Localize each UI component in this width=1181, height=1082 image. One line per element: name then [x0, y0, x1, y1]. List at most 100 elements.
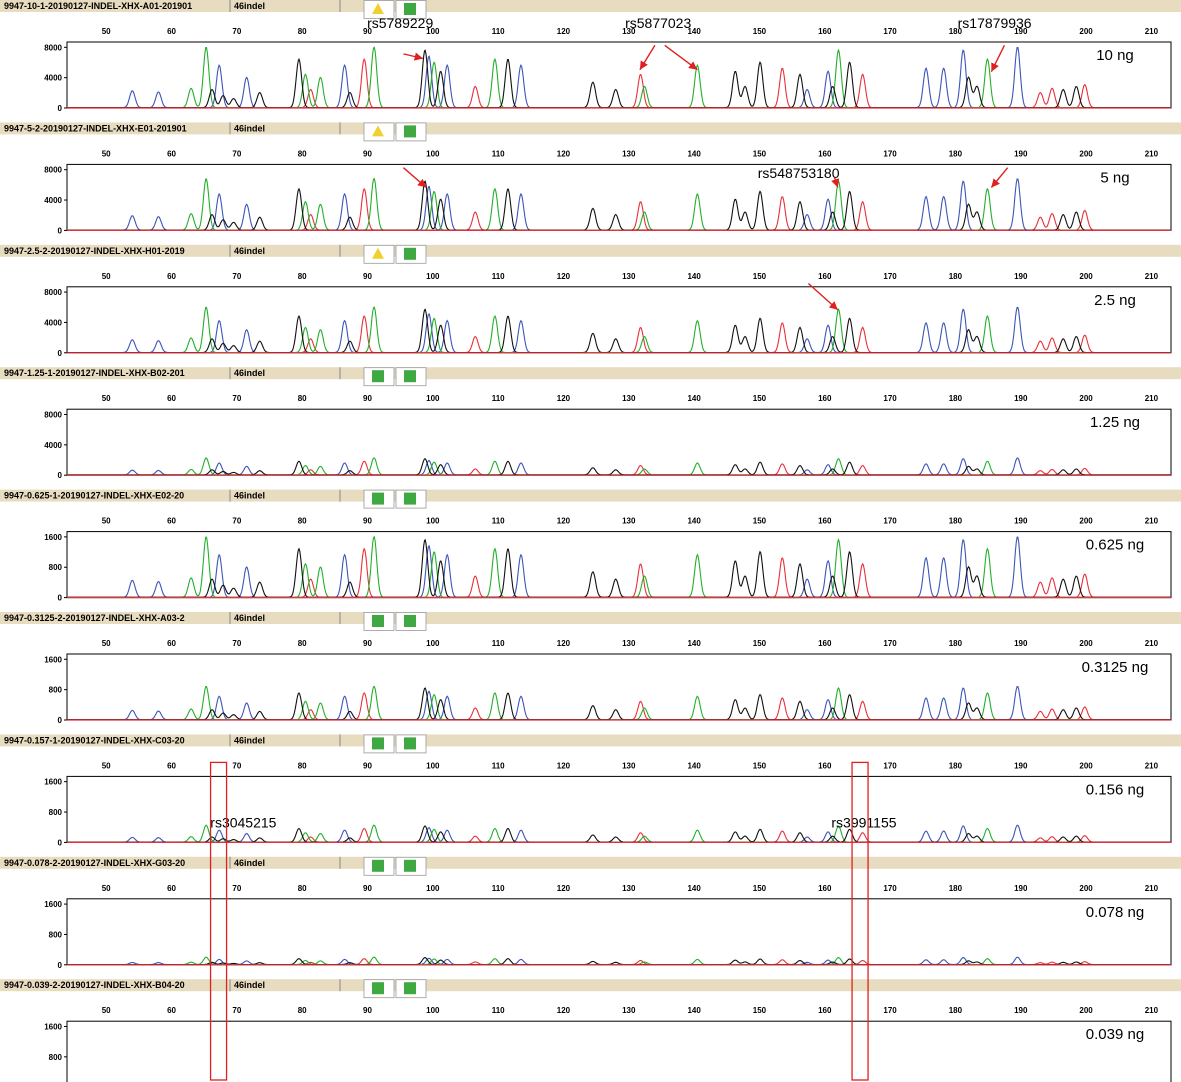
sample-panel: 9947-10-1-20190127-INDEL-XHX-A01-201901 4… [0, 0, 1181, 113]
x-tick-label: 130 [622, 1006, 636, 1015]
x-tick-label: 110 [492, 761, 505, 770]
y-tick-label: 4000 [44, 441, 62, 450]
x-tick-label: 180 [949, 149, 963, 158]
x-tick-label: 120 [557, 272, 571, 281]
x-tick-label: 180 [949, 272, 963, 281]
pass-square-icon [404, 859, 416, 872]
x-tick-label: 160 [818, 761, 832, 770]
x-tick-label: 70 [232, 1006, 241, 1015]
y-tick-label: 800 [49, 808, 63, 817]
x-tick-label: 90 [363, 761, 372, 770]
y-tick-label: 8000 [44, 43, 62, 52]
sample-panel: 9947-2.5-2-20190127-INDEL-XHX-H01-2019 46… [0, 244, 1181, 358]
y-tick-label: 4000 [44, 318, 62, 327]
sample-name: 9947-1.25-1-20190127-INDEL-XHX-B02-201 [4, 368, 185, 378]
sample-header-bar [0, 122, 1181, 135]
panel-label: 46indel [234, 123, 265, 133]
x-tick-label: 190 [1014, 884, 1028, 893]
x-tick-label: 160 [818, 394, 832, 403]
x-tick-label: 210 [1145, 27, 1159, 36]
x-tick-label: 80 [298, 149, 307, 158]
x-tick-label: 100 [426, 761, 440, 770]
x-tick-label: 120 [557, 149, 571, 158]
sample-name: 9947-0.3125-2-20190127-INDEL-XHX-A03-2 [4, 613, 185, 623]
x-tick-label: 190 [1014, 1006, 1028, 1015]
plot-area [66, 775, 1172, 843]
x-tick-label: 80 [298, 27, 307, 36]
x-tick-label: 150 [753, 1006, 767, 1015]
x-tick-label: 200 [1079, 272, 1093, 281]
x-tick-label: 50 [102, 517, 111, 526]
sample-name: 9947-0.625-1-20190127-INDEL-XHX-E02-20 [4, 491, 184, 501]
x-tick-label: 60 [167, 639, 176, 648]
annotation-arrow [807, 282, 839, 311]
y-tick-label: 800 [49, 686, 63, 695]
annotation-arrow [403, 52, 424, 61]
x-tick-label: 70 [232, 27, 241, 36]
x-tick-label: 120 [557, 1006, 571, 1015]
x-tick-label: 100 [426, 27, 440, 36]
x-tick-label: 90 [363, 394, 372, 403]
x-tick-label: 70 [232, 639, 241, 648]
plot-area [66, 653, 1172, 721]
x-tick-label: 80 [298, 517, 307, 526]
sample-name: 9947-0.039-2-20190127-INDEL-XHX-B04-20 [4, 980, 185, 990]
plot-area [66, 286, 1172, 354]
x-tick-label: 60 [167, 149, 176, 158]
concentration-label: 0.625 ng [1086, 537, 1144, 554]
x-tick-label: 80 [298, 639, 307, 648]
pass-square-icon [404, 3, 416, 15]
x-tick-label: 140 [687, 394, 701, 403]
panel-label: 46indel [234, 735, 265, 745]
sample-header-bar [0, 0, 1181, 12]
x-tick-label: 50 [102, 149, 111, 158]
x-tick-label: 50 [102, 272, 111, 281]
snp-label: rs3991155 [831, 814, 896, 830]
x-tick-label: 100 [426, 394, 440, 403]
y-tick-label: 0 [58, 349, 63, 358]
concentration-label: 2.5 ng [1094, 292, 1136, 309]
panel-label: 46indel [234, 858, 265, 868]
x-tick-label: 200 [1079, 149, 1093, 158]
pass-square-icon [372, 982, 384, 995]
x-tick-label: 60 [167, 272, 176, 281]
x-tick-label: 60 [167, 884, 176, 893]
annotation-arrow [664, 44, 698, 71]
sample-panel: 9947-0.039-2-20190127-INDEL-XHX-B04-20 46… [0, 979, 1181, 1082]
x-tick-label: 50 [102, 639, 111, 648]
x-tick-label: 130 [622, 639, 636, 648]
x-tick-label: 60 [167, 761, 176, 770]
x-tick-label: 110 [492, 272, 505, 281]
x-tick-label: 100 [426, 149, 440, 158]
x-tick-label: 50 [102, 27, 111, 36]
x-tick-label: 120 [557, 639, 571, 648]
x-tick-label: 60 [167, 27, 176, 36]
panel-label: 46indel [234, 491, 265, 501]
x-tick-label: 200 [1079, 394, 1093, 403]
x-tick-label: 190 [1014, 149, 1028, 158]
black-dye-trace [67, 538, 1171, 598]
y-tick-label: 800 [49, 930, 63, 939]
sample-name: 9947-10-1-20190127-INDEL-XHX-A01-201901 [4, 1, 192, 11]
sample-name: 9947-0.078-2-20190127-INDEL-XHX-G03-20 [4, 858, 185, 868]
sample-header-bar [0, 489, 1181, 502]
x-tick-label: 140 [687, 1006, 701, 1015]
pass-square-icon [372, 492, 384, 505]
concentration-label: 0.156 ng [1086, 781, 1144, 798]
x-tick-label: 80 [298, 884, 307, 893]
sample-panel: 9947-0.078-2-20190127-INDEL-XHX-G03-20 46… [0, 856, 1181, 970]
sample-panel: 9947-5-2-20190127-INDEL-XHX-E01-201901 46… [0, 122, 1181, 235]
x-tick-label: 150 [753, 761, 767, 770]
x-tick-label: 160 [818, 639, 832, 648]
sample-panel: 9947-0.625-1-20190127-INDEL-XHX-E02-20 46… [0, 489, 1181, 603]
y-tick-label: 1600 [44, 655, 62, 664]
x-tick-label: 200 [1079, 517, 1093, 526]
x-tick-label: 130 [622, 517, 636, 526]
pass-square-icon [404, 615, 416, 627]
x-tick-label: 80 [298, 1006, 307, 1015]
panel-label: 46indel [234, 368, 265, 378]
x-tick-label: 150 [753, 394, 767, 403]
pass-square-icon [404, 125, 416, 138]
annotation-arrow [402, 167, 427, 189]
x-tick-label: 90 [363, 272, 372, 281]
